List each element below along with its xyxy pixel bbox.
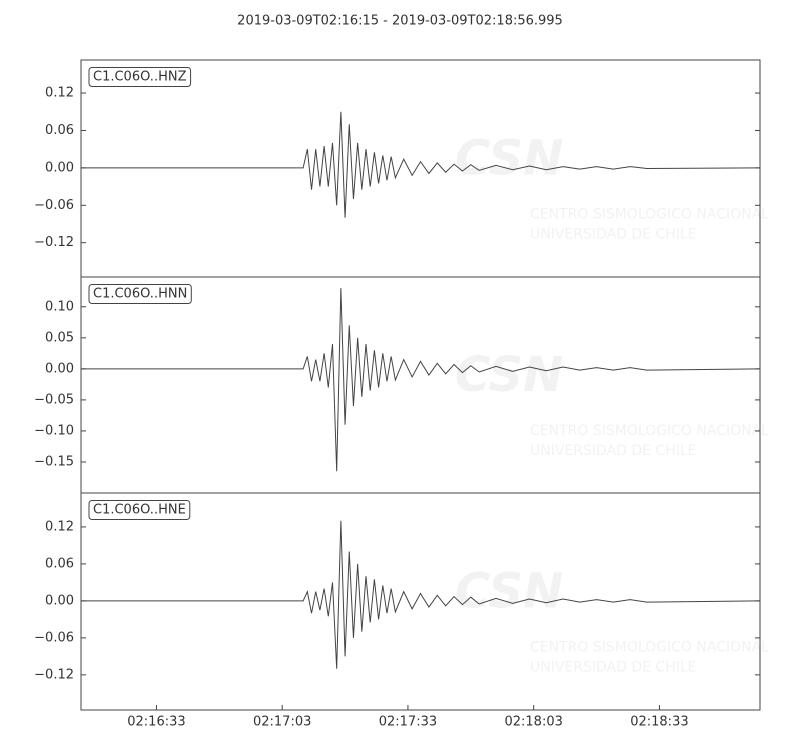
y-tick-label: −0.05 <box>34 392 74 407</box>
trace-label-box <box>88 284 192 304</box>
trace-label-box <box>88 67 192 87</box>
y-tick-label: −0.15 <box>34 454 74 469</box>
y-tick-label: −0.10 <box>34 423 74 438</box>
watermark-line: CENTRO SISMOLOGICO NACIONAL <box>530 639 769 655</box>
watermark-line: UNIVERSIDAD DE CHILE <box>530 226 697 242</box>
watermark-logo: CSN <box>455 563 563 619</box>
y-tick-label: 0.12 <box>45 86 74 101</box>
trace-label-box <box>88 500 191 520</box>
panel-frame <box>80 276 761 494</box>
x-tick-label: 02:17:03 <box>253 715 311 730</box>
watermark-line: CENTRO SISMOLOGICO NACIONAL <box>530 206 769 222</box>
trace-label: C1.C06O..HNZ <box>93 70 187 85</box>
y-tick-label: 0.10 <box>45 299 74 314</box>
chart-title: 2019-03-09T02:16:15 - 2019-03-09T02:18:5… <box>237 14 563 29</box>
y-tick-label: 0.00 <box>45 160 74 175</box>
waveform <box>81 288 761 472</box>
x-tick-label: 02:18:03 <box>504 715 562 730</box>
watermark-line: CENTRO SISMOLOGICO NACIONAL <box>530 423 769 439</box>
watermark-logo: CSN <box>455 130 563 186</box>
y-tick-label: 0.00 <box>45 361 74 376</box>
y-tick-label: −0.12 <box>34 235 74 250</box>
y-tick-label: −0.12 <box>34 667 74 682</box>
watermark-logo: CSN <box>455 347 563 403</box>
y-tick-label: 0.06 <box>45 556 74 571</box>
trace-label: C1.C06O..HNE <box>93 503 186 518</box>
y-tick-label: 0.06 <box>45 123 74 138</box>
y-tick-label: −0.06 <box>34 630 74 645</box>
watermark-line: UNIVERSIDAD DE CHILE <box>530 443 697 459</box>
y-tick-label: 0.12 <box>45 519 74 534</box>
y-tick-label: 0.05 <box>45 330 74 345</box>
x-tick-label: 02:17:33 <box>379 715 437 730</box>
waveform <box>81 520 761 669</box>
x-tick-label: 02:18:33 <box>630 715 688 730</box>
y-tick-label: 0.00 <box>45 593 74 608</box>
panel-frame <box>80 492 761 711</box>
x-tick-label: 02:16:33 <box>127 715 185 730</box>
watermark-line: UNIVERSIDAD DE CHILE <box>530 659 697 675</box>
y-tick-label: −0.06 <box>34 198 74 213</box>
trace-label: C1.C06O..HNN <box>93 287 187 302</box>
waveform <box>81 111 761 218</box>
